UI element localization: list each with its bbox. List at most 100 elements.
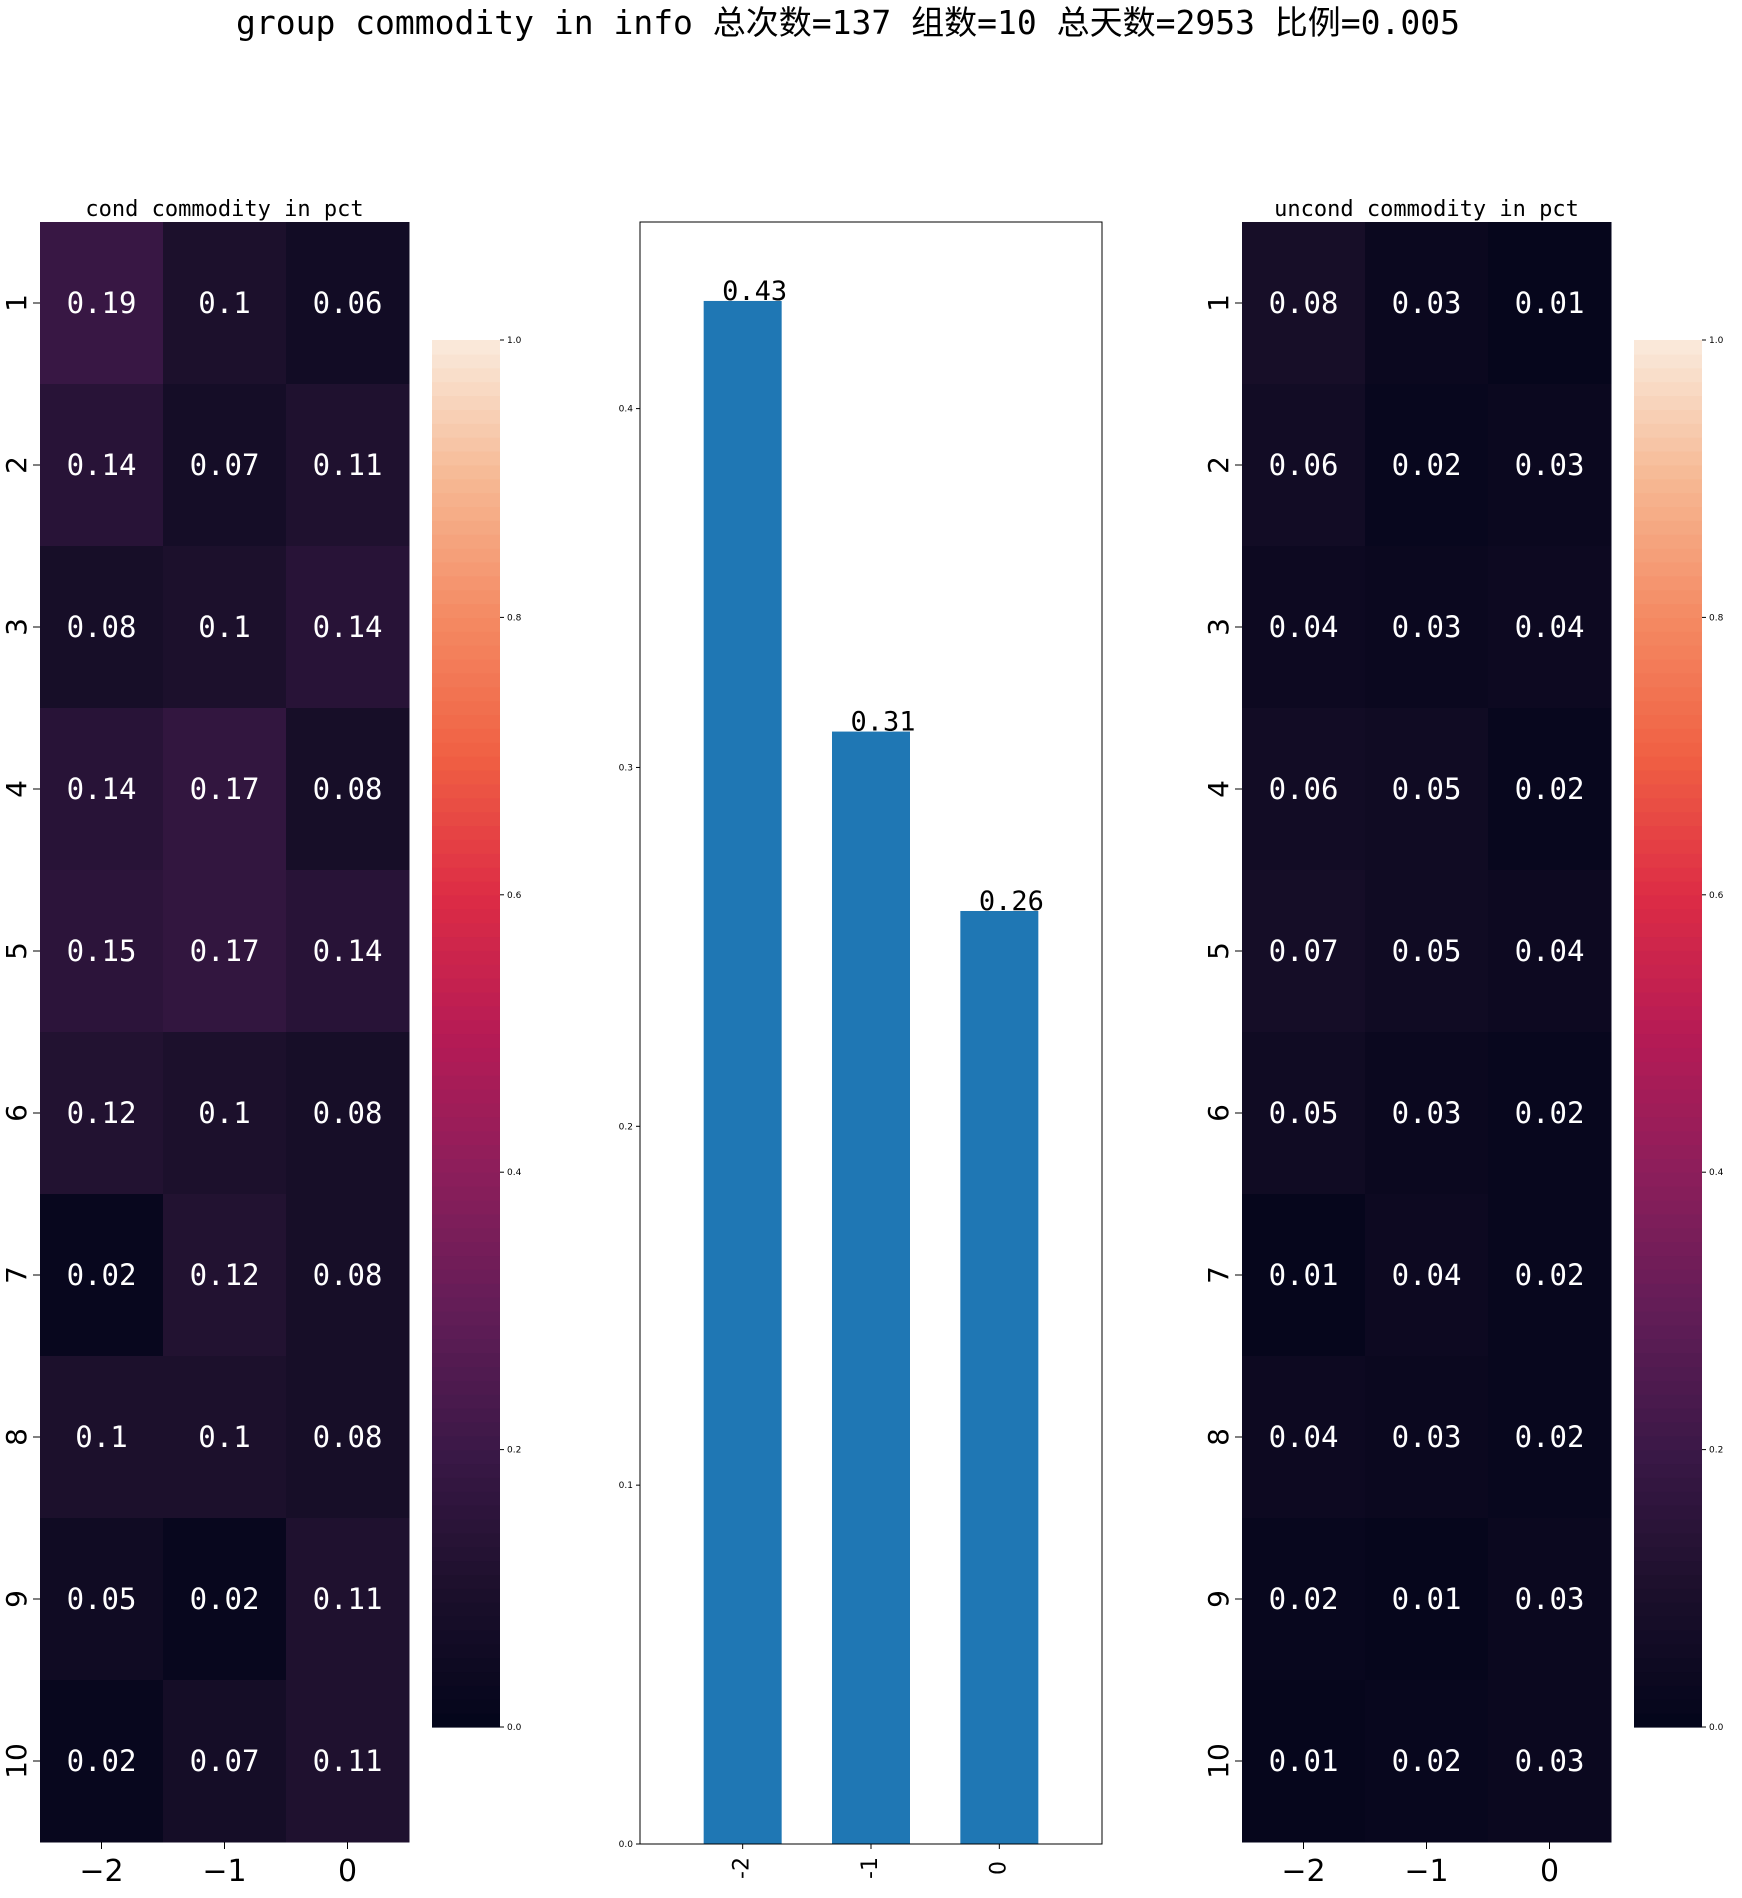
heatmap-cell-label: 0.05 xyxy=(67,1582,137,1616)
colorbar-segment xyxy=(432,1546,500,1562)
colorbar-segment xyxy=(432,811,500,827)
colorbar-segment xyxy=(432,1671,500,1686)
heatmap-cell-label: 0.17 xyxy=(190,772,260,806)
colorbar-segment xyxy=(1634,825,1702,840)
heatmap-cell-label: 0.12 xyxy=(190,1258,260,1292)
colorbar-segment xyxy=(1634,617,1702,632)
bar-value-label: 0.43 xyxy=(722,276,787,307)
heatmap-cell-label: 0.1 xyxy=(198,1420,250,1454)
heatmap-cell xyxy=(1242,222,1366,385)
colorbar-segment xyxy=(432,950,500,965)
heatmap-cell xyxy=(1242,708,1366,871)
colorbar-segment xyxy=(432,769,500,785)
colorbar-segment xyxy=(432,1407,500,1423)
colorbar-segment xyxy=(432,631,500,646)
colorbar-segment xyxy=(1634,1255,1702,1270)
colorbar-segment xyxy=(432,1518,500,1534)
colorbar-segment xyxy=(1634,450,1702,466)
heatmap-cell-label: 0.03 xyxy=(1515,1582,1585,1616)
heatmap-cell-label: 0.08 xyxy=(313,1258,383,1292)
colorbar-tick-label: 0.6 xyxy=(507,891,522,901)
colorbar-segment xyxy=(1634,894,1702,910)
colorbar-segment xyxy=(432,894,500,910)
colorbar-segment xyxy=(432,1324,500,1340)
colorbar-tick-label: 0.2 xyxy=(1709,1446,1723,1456)
colorbar-segment xyxy=(432,1227,500,1243)
colorbar-segment xyxy=(432,742,500,757)
colorbar-segment xyxy=(1634,1310,1702,1326)
y-tick-label: 7 xyxy=(1202,1266,1235,1284)
bar-value-label: 0.26 xyxy=(979,886,1044,917)
colorbar-segment xyxy=(432,1435,500,1451)
y-tick-label: 0.4 xyxy=(619,405,634,415)
colorbar-segment xyxy=(432,728,500,743)
heatmap-cell xyxy=(1488,1032,1612,1195)
colorbar-segment xyxy=(432,1449,500,1465)
colorbar-tick-label: 0.4 xyxy=(1709,1168,1724,1178)
heatmap-cell-label: 0.11 xyxy=(313,1582,383,1616)
colorbar-segment xyxy=(1634,1088,1702,1104)
y-tick-label: 5 xyxy=(1202,942,1235,960)
heatmap-cell-label: 0.02 xyxy=(1269,1582,1339,1616)
colorbar-segment xyxy=(1634,1213,1702,1229)
colorbar-segment xyxy=(1634,1199,1702,1215)
colorbar-segment xyxy=(1634,437,1702,452)
colorbar-segment xyxy=(1634,1491,1702,1506)
colorbar-segment xyxy=(432,1186,500,1201)
heatmap-cell xyxy=(40,1518,164,1681)
heatmap-cell xyxy=(1365,1194,1489,1357)
heatmap-cell xyxy=(1365,1356,1489,1519)
colorbar-segment xyxy=(432,714,500,729)
y-tick-label: 2 xyxy=(0,456,33,474)
heatmap-cell-label: 0.04 xyxy=(1269,610,1339,644)
heatmap-cell xyxy=(163,384,287,547)
colorbar-segment xyxy=(432,340,500,355)
colorbar-segment xyxy=(1634,1671,1702,1686)
colorbar-segment xyxy=(432,1616,500,1631)
heatmap-cell xyxy=(1242,1518,1366,1681)
colorbar-segment xyxy=(1634,1019,1702,1035)
colorbar-segment xyxy=(1634,1449,1702,1465)
colorbar-segment xyxy=(1634,1699,1702,1714)
colorbar-tick-label: 0.4 xyxy=(507,1168,522,1178)
colorbar-segment xyxy=(1634,867,1702,882)
heatmap-cell-label: 0.11 xyxy=(313,1744,383,1778)
colorbar-segment xyxy=(1634,839,1702,854)
x-tick-label: 0 xyxy=(338,1854,357,1889)
colorbar-segment xyxy=(1634,1144,1702,1159)
heatmap-cell xyxy=(1365,222,1489,385)
colorbar-segment xyxy=(432,672,500,688)
colorbar-segment xyxy=(1634,1116,1702,1132)
heatmap-cell-label: 0.1 xyxy=(198,610,250,644)
heatmap-cell xyxy=(286,870,410,1033)
colorbar-segment xyxy=(1634,1047,1702,1062)
heatmap-cell xyxy=(163,546,287,709)
colorbar-segment xyxy=(432,1269,500,1284)
colorbar: 0.0 0.2 0.4 0.6 0.8 1.0 xyxy=(432,336,522,1733)
colorbar-segment xyxy=(1634,1297,1702,1312)
heatmap-cell xyxy=(286,546,410,709)
heatmap-cell xyxy=(40,384,164,547)
y-tick-label: 1 xyxy=(1202,294,1235,312)
colorbar-segment xyxy=(432,561,500,577)
heatmap-cell-label: 0.07 xyxy=(190,448,260,482)
colorbar-segment xyxy=(1634,659,1702,674)
heatmap-cell-label: 0.03 xyxy=(1392,1096,1462,1130)
heatmap-cell xyxy=(1365,1518,1489,1681)
colorbar-segment xyxy=(1634,742,1702,757)
colorbar-segment xyxy=(1634,631,1702,646)
heatmap-cell xyxy=(163,1032,287,1195)
heatmap-cell xyxy=(1488,1680,1612,1843)
colorbar-segment xyxy=(1634,811,1702,827)
colorbar-segment xyxy=(1634,645,1702,660)
colorbar-segment xyxy=(1634,880,1702,896)
heatmap-title: uncond commodity in pct xyxy=(1274,197,1579,222)
colorbar-segment xyxy=(1634,1643,1702,1659)
y-tick-label: 9 xyxy=(1202,1590,1235,1608)
colorbar-segment xyxy=(1634,756,1702,771)
colorbar-segment xyxy=(1634,700,1702,716)
colorbar-segment xyxy=(1634,1477,1702,1492)
colorbar-segment xyxy=(1634,409,1702,424)
heatmap-cell xyxy=(1242,384,1366,547)
y-tick-label: 9 xyxy=(0,1590,33,1608)
